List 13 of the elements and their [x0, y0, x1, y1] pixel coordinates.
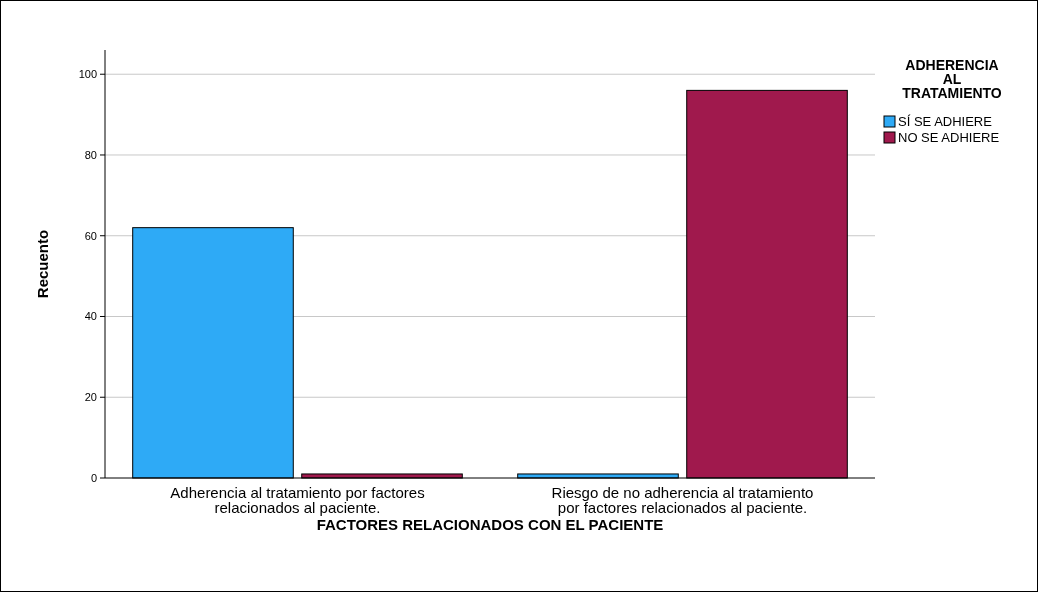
x-tick-label: Riesgo de no adherencia al tratamiento por factores relacionados al paciente.	[551, 484, 814, 516]
legend-label: NO SE ADHIERE	[898, 130, 1000, 145]
y-tick-label: 60	[84, 229, 97, 242]
legend-label: SÍ SE ADHIERE	[898, 114, 993, 129]
y-tick-label: 40	[84, 310, 97, 323]
y-tick-label: 0	[90, 471, 97, 484]
y-tick-label: 100	[78, 68, 97, 81]
legend-title: ADHERENCIA AL TRATAMIENTO	[902, 57, 1002, 101]
x-axis-title: FACTORES RELACIONADOS CON EL PACIENTE	[316, 516, 664, 533]
y-tick-label: 80	[84, 148, 97, 161]
x-tick-label: Adherencia al tratamiento por factores relacionados al paciente.	[170, 484, 425, 516]
y-axis-title: Recuento	[34, 229, 51, 299]
y-tick-label: 20	[84, 391, 97, 404]
